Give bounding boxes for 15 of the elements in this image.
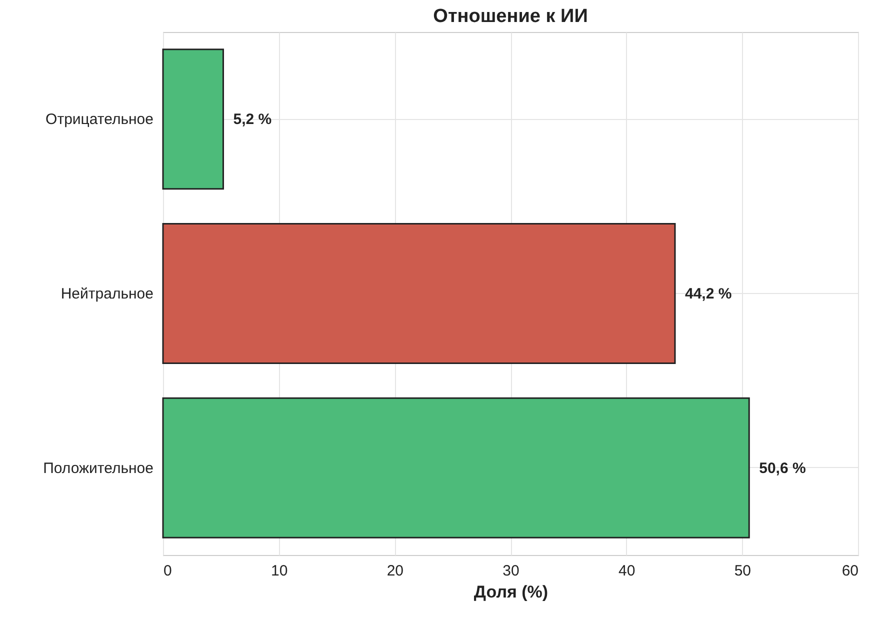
x-tick-label: 20 (386, 562, 404, 580)
data-label: 50,6 % (759, 460, 806, 477)
y-tick-label: Отрицательное (46, 111, 154, 128)
x-tick-label: 0 (164, 562, 172, 580)
y-tick-label: Нейтральное (60, 286, 154, 302)
y-tick-label: Положительное (43, 460, 154, 477)
x-axis-title: Доля (%) (474, 582, 548, 602)
x-tick-label: 40 (618, 562, 636, 580)
x-tick-label: 60 (842, 562, 858, 580)
x-tick-label: 50 (734, 562, 752, 580)
chart-title: Отношение к ИИ (433, 6, 588, 27)
data-label: 5,2 % (233, 111, 272, 128)
data-label: 44,2 % (684, 286, 732, 302)
x-tick-label: 30 (502, 562, 520, 580)
x-tick-label: 10 (270, 562, 288, 580)
